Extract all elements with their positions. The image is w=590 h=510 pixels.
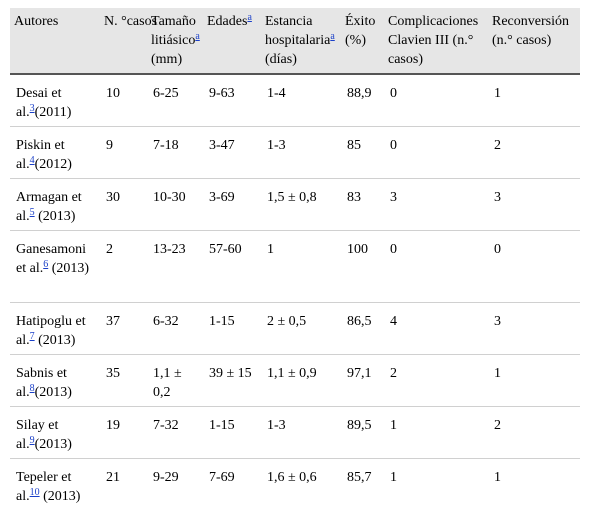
cell-reconversion: 0	[488, 231, 580, 303]
cell-reconversion: 1	[488, 459, 580, 510]
cell-casos: 30	[100, 179, 147, 231]
cell-tamano: 6-32	[147, 303, 203, 355]
cell-complicaciones: 0	[384, 74, 488, 127]
cell-edades: 9-63	[203, 74, 261, 127]
cell-estancia: 2 ± 0,5	[261, 303, 341, 355]
footnote-link[interactable]: a	[195, 31, 199, 42]
cell-estancia: 1,1 ± 0,9	[261, 355, 341, 407]
cell-estancia: 1,6 ± 0,6	[261, 459, 341, 510]
cell-casos: 19	[100, 407, 147, 459]
cell-autores: Sabnis et al.8(2013)	[10, 355, 100, 407]
cell-casos: 37	[100, 303, 147, 355]
cell-exito: 83	[341, 179, 384, 231]
cell-reconversion: 3	[488, 303, 580, 355]
cell-tamano: 6-25	[147, 74, 203, 127]
cell-exito: 97,1	[341, 355, 384, 407]
cell-complicaciones: 3	[384, 179, 488, 231]
cell-exito: 85,7	[341, 459, 384, 510]
header-casos: N. °casos	[100, 8, 147, 74]
cell-complicaciones: 0	[384, 127, 488, 179]
cell-estancia: 1	[261, 231, 341, 303]
header-tamano: Tamaño litiásicoa (mm)	[147, 8, 203, 74]
cell-complicaciones: 4	[384, 303, 488, 355]
studies-table: Autores N. °casos Tamaño litiásicoa (mm)…	[10, 8, 580, 510]
cell-complicaciones: 1	[384, 459, 488, 510]
cell-complicaciones: 0	[384, 231, 488, 303]
cell-autores: Silay et al.9(2013)	[10, 407, 100, 459]
cell-edades: 3-47	[203, 127, 261, 179]
cell-casos: 21	[100, 459, 147, 510]
cell-complicaciones: 1	[384, 407, 488, 459]
cell-casos: 2	[100, 231, 147, 303]
footnote-link[interactable]: a	[247, 12, 251, 23]
header-exito: Éxito (%)	[341, 8, 384, 74]
header-estancia: Estancia hospitalariaa (días)	[261, 8, 341, 74]
cell-exito: 89,5	[341, 407, 384, 459]
header-reconversion: Reconversión (n.° casos)	[488, 8, 580, 74]
cell-tamano: 1,1 ± 0,2	[147, 355, 203, 407]
cell-edades: 1-15	[203, 303, 261, 355]
footnote-link[interactable]: a	[330, 31, 334, 42]
cell-tamano: 10-30	[147, 179, 203, 231]
cell-edades: 1-15	[203, 407, 261, 459]
cell-autores: Tepeler et al.10 (2013)	[10, 459, 100, 510]
cell-edades: 3-69	[203, 179, 261, 231]
header-row: Autores N. °casos Tamaño litiásicoa (mm)…	[10, 8, 580, 74]
cell-autores: Desai et al.3(2011)	[10, 74, 100, 127]
cell-complicaciones: 2	[384, 355, 488, 407]
cell-reconversion: 1	[488, 74, 580, 127]
cell-exito: 88,9	[341, 74, 384, 127]
cell-edades: 7-69	[203, 459, 261, 510]
cell-estancia: 1-3	[261, 127, 341, 179]
cell-reconversion: 1	[488, 355, 580, 407]
cell-casos: 9	[100, 127, 147, 179]
cell-autores: Hatipoglu et al.7 (2013)	[10, 303, 100, 355]
cell-autores: Ganesamoni et al.6 (2013)	[10, 231, 100, 303]
header-edades: Edadesa	[203, 8, 261, 74]
cell-autores: Piskin et al.4(2012)	[10, 127, 100, 179]
cell-exito: 86,5	[341, 303, 384, 355]
cell-casos: 10	[100, 74, 147, 127]
reference-link[interactable]: 10	[30, 487, 40, 498]
cell-reconversion: 2	[488, 127, 580, 179]
cell-casos: 35	[100, 355, 147, 407]
cell-tamano: 13-23	[147, 231, 203, 303]
cell-exito: 85	[341, 127, 384, 179]
cell-estancia: 1,5 ± 0,8	[261, 179, 341, 231]
cell-edades: 39 ± 15	[203, 355, 261, 407]
cell-tamano: 9-29	[147, 459, 203, 510]
studies-table-container: Autores N. °casos Tamaño litiásicoa (mm)…	[10, 8, 580, 510]
cell-autores: Armagan et al.5 (2013)	[10, 179, 100, 231]
cell-reconversion: 3	[488, 179, 580, 231]
header-autores: Autores	[10, 8, 100, 74]
cell-reconversion: 2	[488, 407, 580, 459]
cell-edades: 57-60	[203, 231, 261, 303]
cell-estancia: 1-3	[261, 407, 341, 459]
cell-exito: 100	[341, 231, 384, 303]
cell-tamano: 7-18	[147, 127, 203, 179]
cell-tamano: 7-32	[147, 407, 203, 459]
header-complicaciones: Complicaciones Clavien III (n.° casos)	[384, 8, 488, 74]
cell-estancia: 1-4	[261, 74, 341, 127]
